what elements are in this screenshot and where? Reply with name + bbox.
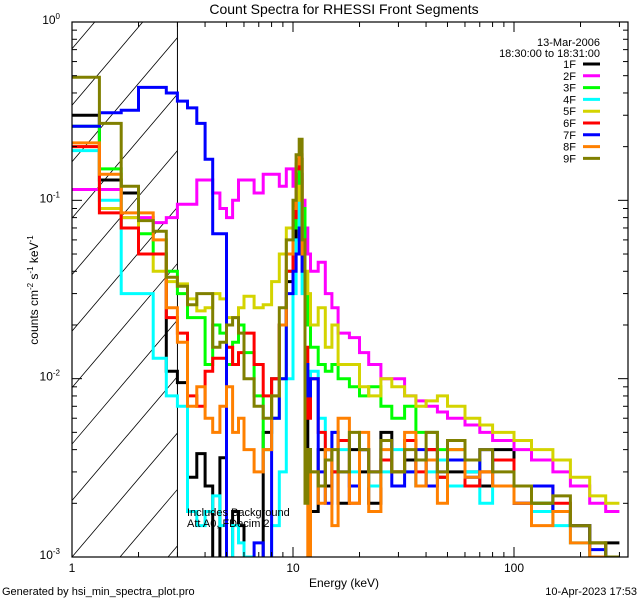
- axis-ticks: [71, 22, 628, 558]
- x-tick-label: 100: [504, 561, 524, 575]
- hatch-line: [72, 319, 177, 445]
- legend-label-7F: 7F: [563, 130, 576, 142]
- hatch-line: [72, 22, 96, 50]
- x-tick-label: 1: [69, 561, 76, 575]
- hatch-line: [456, 22, 640, 557]
- hatch-line: [72, 94, 177, 219]
- annotation-attenuator: Att A0, FDecim 2: [187, 518, 270, 530]
- legend-label-5F: 5F: [563, 106, 576, 118]
- y-tick-label: 10-3: [40, 547, 61, 562]
- x-tick-label: 10: [286, 561, 300, 575]
- y-tick-label: 10-2: [40, 369, 61, 384]
- y-tick-labels: 100 10-1 10-2 10-3: [40, 12, 61, 562]
- hatch-line: [167, 545, 177, 557]
- plot-frame: [71, 21, 629, 558]
- series-line-9F: [72, 75, 620, 557]
- hatch-line: [72, 432, 177, 557]
- hatch-line: [72, 150, 177, 276]
- y-axis-label: counts cm-2 s-1 keV-1: [26, 235, 41, 345]
- legend-label-2F: 2F: [563, 71, 576, 83]
- legend-label-3F: 3F: [563, 83, 576, 95]
- legend-date: 13-Mar-2006: [537, 37, 600, 49]
- x-axis-label: Energy (keV): [309, 576, 379, 590]
- legend-label-1F: 1F: [563, 59, 576, 71]
- hatch-line: [72, 37, 177, 163]
- hatch-line: [72, 376, 177, 502]
- legend-label-9F: 9F: [563, 153, 576, 165]
- legend-time-range: 18:30:00 to 18:31:00: [499, 48, 600, 60]
- hatch-line: [600, 22, 640, 557]
- hatch-line: [360, 22, 640, 557]
- hatch-line: [0, 22, 47, 557]
- footer-generated-by: Generated by hsi_min_spectra_plot.pro: [2, 586, 195, 598]
- legend-label-6F: 6F: [563, 118, 576, 130]
- chart-title: Count Spectra for RHESSI Front Segments: [209, 1, 478, 17]
- y-tick-label: 10-1: [40, 190, 61, 205]
- annotation-background: Includes Background: [187, 507, 290, 519]
- footer-timestamp: 10-Apr-2023 17:53: [545, 586, 637, 598]
- hatch-line: [72, 206, 177, 332]
- shaded-region-hatch: [0, 22, 640, 557]
- legend-label-8F: 8F: [563, 142, 576, 154]
- hatch-line: [72, 263, 177, 389]
- y-tick-label: 100: [42, 12, 60, 27]
- x-tick-labels: 1 10 100: [69, 561, 525, 575]
- series-group: [72, 75, 620, 557]
- legend-label-4F: 4F: [563, 94, 576, 106]
